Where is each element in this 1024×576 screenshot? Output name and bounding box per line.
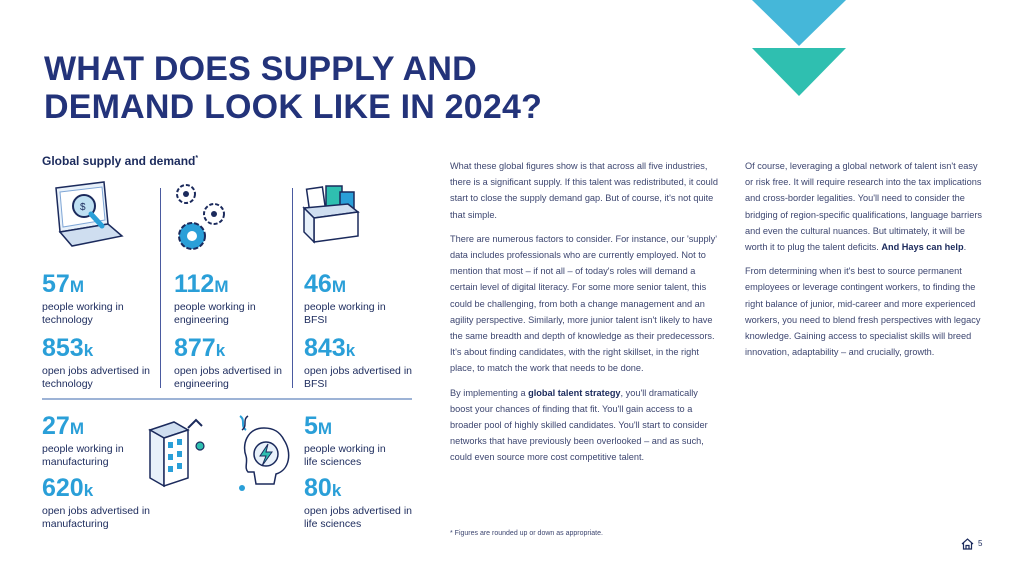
svg-text:$: $ (80, 202, 86, 213)
stat-manufacturing-jobs: 620k open jobs advertised in manufacturi… (42, 474, 150, 530)
body-column-2: Of course, leveraging a global network o… (745, 158, 983, 368)
factory-building-icon (148, 418, 205, 488)
home-icon[interactable] (961, 538, 974, 550)
footnote: * Figures are rounded up or down as appr… (450, 530, 603, 537)
paragraph-5: From determining when it's best to sourc… (745, 266, 981, 358)
life-sciences-head-icon (239, 415, 290, 491)
stat-bfsi-jobs: 843k open jobs advertised in BFSI (304, 334, 412, 390)
laptop-magnifier-icon: $ (55, 181, 124, 247)
divider-vertical-2 (292, 188, 293, 388)
page-number: 5 (978, 539, 983, 548)
stat-life-sciences-people: 5M people working in life sciences (304, 412, 386, 468)
paragraph-2: There are numerous factors to consider. … (450, 233, 718, 374)
stat-manufacturing-people: 27M people working in manufacturing (42, 412, 124, 468)
stat-engineering-people: 112M people working in engineering (174, 270, 256, 326)
paragraph-1: What these global figures show is that a… (450, 161, 718, 220)
decor-triangle-bottom (752, 48, 846, 96)
divider-horizontal (42, 398, 412, 400)
stat-life-sciences-jobs: 80k open jobs advertised in life science… (304, 474, 412, 530)
body-column-1: What these global figures show is that a… (450, 158, 718, 474)
paragraph-4: Of course, leveraging a global network o… (745, 161, 982, 253)
divider-vertical-1 (160, 188, 161, 388)
stat-technology-people: 57M people working in technology (42, 270, 124, 326)
paragraph-3: By implementing a global talent strategy… (450, 387, 708, 463)
stat-engineering-jobs: 877k open jobs advertised in engineering (174, 334, 282, 390)
section-subheading: Global supply and demand* (42, 154, 199, 168)
stat-bfsi-people: 46M people working in BFSI (304, 270, 386, 326)
stat-technology-jobs: 853k open jobs advertised in technology (42, 334, 150, 390)
gears-icon (176, 184, 225, 250)
page-title: WHAT DOES SUPPLY AND DEMAND LOOK LIKE IN… (44, 50, 543, 126)
documents-box-icon (302, 185, 360, 244)
decor-triangle-top (752, 0, 846, 46)
